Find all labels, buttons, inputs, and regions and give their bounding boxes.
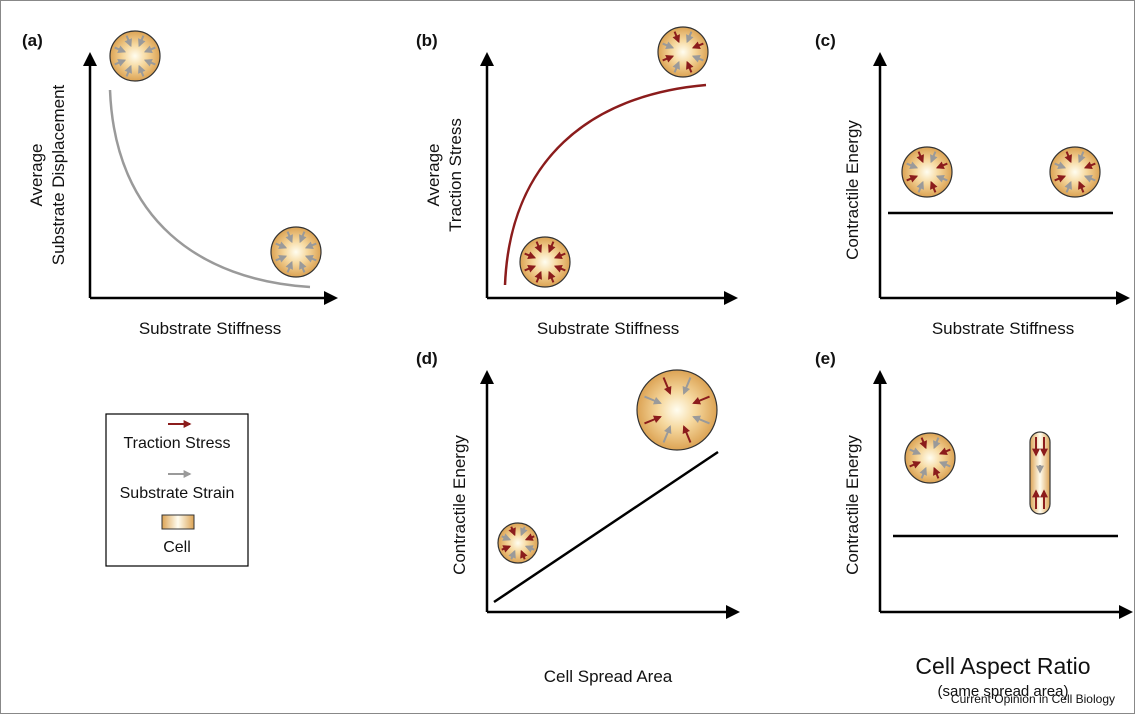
y-axis-label: Traction Stress [446, 118, 465, 232]
figure: (a) (b) (c) (d) (e) Average Substrate Di… [0, 0, 1141, 714]
frame [1, 1, 1135, 714]
cells [110, 27, 1100, 563]
y-axis-label: Contractile Energy [450, 435, 469, 575]
legend-label: Traction Stress [124, 435, 231, 452]
y-axis-label: Contractile Energy [843, 435, 862, 575]
legend-label: Substrate Strain [120, 485, 235, 502]
panel-label: (d) [416, 349, 438, 368]
y-axis-label: Contractile Energy [843, 120, 862, 260]
x-axis-label: Substrate Stiffness [537, 319, 679, 338]
x-axis-label: Cell Aspect Ratio [915, 653, 1090, 679]
axes [880, 378, 1125, 612]
panel-label: (c) [815, 31, 836, 50]
cell [902, 147, 952, 197]
panel-label: (e) [815, 349, 836, 368]
panel-label: (b) [416, 31, 438, 50]
legend: Traction Stress Substrate Strain Cell [106, 414, 248, 566]
page: {"panels": [ {"label": "(a)", "y_label":… [0, 0, 1141, 714]
legend-cell [162, 515, 194, 529]
cell [637, 370, 717, 450]
x-axis-label: Substrate Stiffness [139, 319, 281, 338]
legend-label: Cell [163, 539, 191, 556]
cell [905, 433, 955, 483]
cell [110, 31, 160, 81]
cell [1050, 147, 1100, 197]
x-axis-label: Substrate Stiffness [932, 319, 1074, 338]
footer: Current Opinion in Cell Biology [951, 692, 1115, 706]
cell [658, 27, 708, 77]
x-axis-label: Cell Spread Area [544, 667, 673, 686]
cell [498, 523, 538, 563]
y-axis-label: Average [424, 143, 443, 206]
y-axis-label: Average [27, 143, 46, 206]
panel-label: (a) [22, 31, 43, 50]
y-axis-label: Substrate Displacement [49, 84, 68, 265]
cell [271, 227, 321, 277]
cell [1030, 432, 1050, 514]
cell [520, 237, 570, 287]
